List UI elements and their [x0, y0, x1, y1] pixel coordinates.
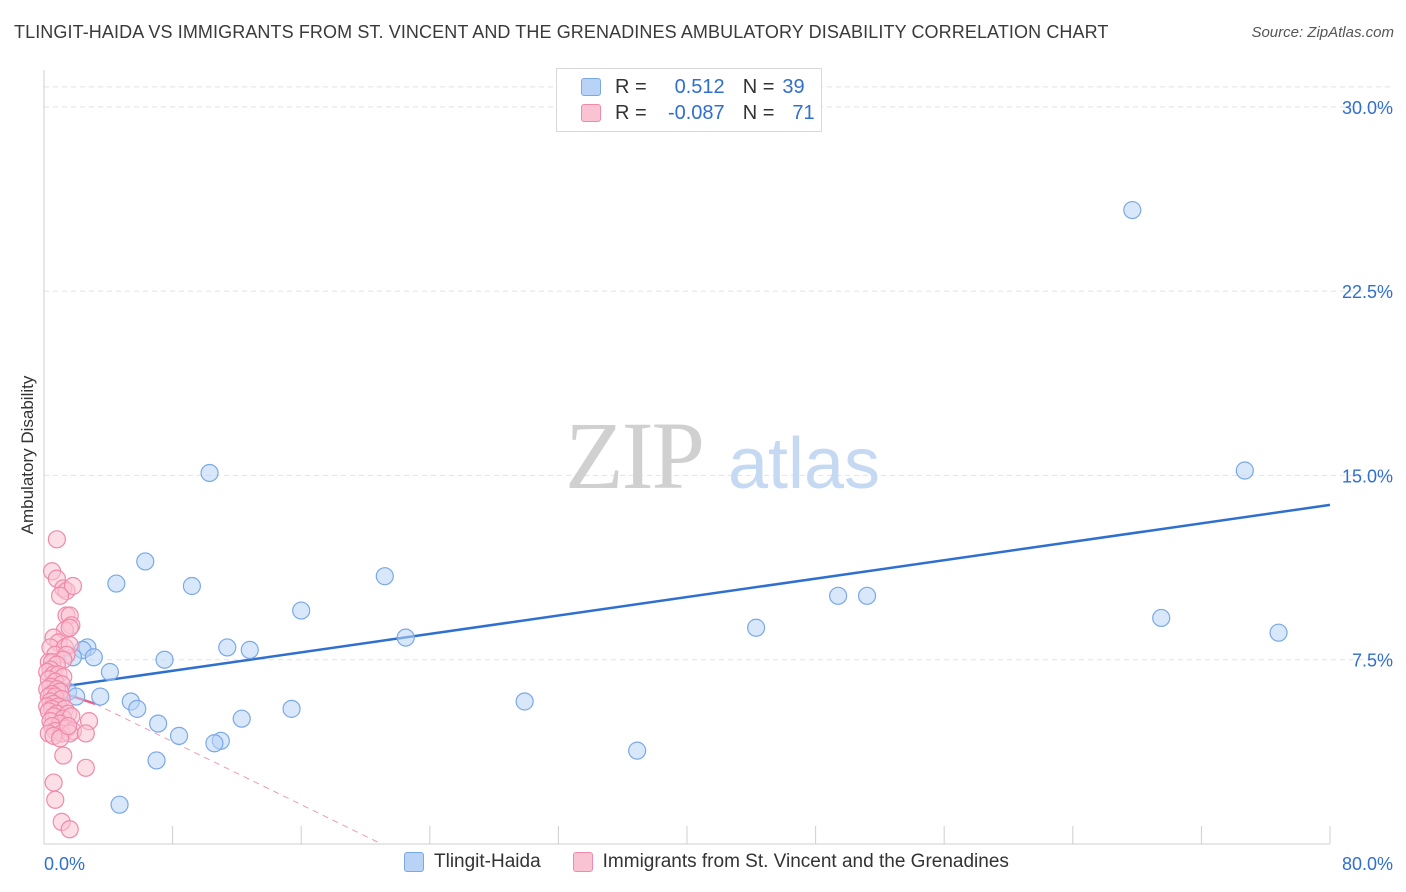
tlingit-point: [396, 628, 415, 647]
series-swatch-blue: [404, 852, 424, 872]
immigrant-point: [50, 586, 70, 605]
legend-r-value: 0.512: [674, 75, 725, 98]
immigrant-point: [44, 773, 63, 792]
legend-row-tlingit: R = 0.512 N = 39: [581, 75, 805, 99]
legend-swatch-pink: [581, 104, 601, 122]
series-name: Immigrants from St. Vincent and the Gren…: [602, 851, 1009, 872]
tick-labels: 7.5% 15.0% 22.5% 30.0% 0.0% 80.0%: [44, 98, 1393, 874]
tlingit-point: [282, 699, 301, 718]
tlingit-point: [100, 662, 120, 682]
tlingit-point: [747, 618, 766, 637]
watermark-zip: ZIP: [565, 402, 703, 509]
tlingit-point: [84, 648, 103, 667]
tlingit-trend-line: [43, 503, 1331, 691]
tlingit-point: [107, 574, 126, 593]
series-name: Tlingit-Haida: [434, 851, 541, 872]
immigrant-point: [60, 618, 79, 637]
tlingit-point: [182, 576, 201, 596]
immigrant-trend-line-dashed: [95, 703, 382, 845]
tlingit-point: [147, 751, 166, 770]
series-legend: Tlingit-Haida Immigrants from St. Vincen…: [404, 851, 1041, 873]
immigrant-point: [63, 576, 83, 596]
data-points: [38, 200, 1288, 839]
chart-title: TLINGIT-HAIDA VS IMMIGRANTS FROM ST. VIN…: [14, 22, 1109, 42]
tlingit-point: [149, 714, 168, 733]
tlingit-point: [200, 463, 219, 483]
immigrant-point: [76, 758, 95, 777]
legend-n-label: N =: [742, 101, 775, 124]
legend-r-value: -0.087: [667, 101, 725, 124]
tlingit-point: [218, 638, 237, 657]
trend-lines: [43, 503, 1331, 845]
tlingit-point: [829, 586, 848, 605]
tlingit-point: [240, 640, 259, 659]
tlingit-point: [205, 734, 224, 753]
y-tick-label: 15.0%: [1342, 466, 1393, 486]
tlingit-point: [375, 567, 394, 586]
legend-n-value: 71: [792, 101, 815, 124]
legend-swatch-blue: [581, 78, 601, 96]
gridlines: [44, 86, 1394, 661]
series-swatch-pink: [572, 852, 593, 872]
legend-r-label: R =: [615, 101, 647, 124]
immigrant-point: [54, 746, 73, 765]
tlingit-point: [1152, 608, 1171, 628]
tlingit-point: [515, 692, 534, 711]
tlingit-point: [857, 586, 877, 605]
tlingit-point: [232, 709, 251, 728]
immigrant-point: [60, 820, 79, 839]
immigrant-point: [46, 790, 65, 809]
tlingit-point: [136, 552, 155, 571]
legend-r-label: R =: [615, 75, 647, 98]
tlingit-point: [128, 699, 147, 718]
tlingit-point: [110, 795, 129, 814]
tlingit-point: [169, 726, 189, 745]
legend-row-immigrants: R = -0.087 N = 71: [581, 101, 815, 125]
y-tick-label: 30.0%: [1342, 98, 1393, 118]
y-tick-label: 22.5%: [1342, 282, 1393, 302]
tlingit-point: [292, 601, 311, 620]
tlingit-point: [1235, 461, 1254, 480]
y-tick-label: 7.5%: [1352, 651, 1393, 671]
tlingit-point: [91, 687, 110, 706]
series-legend-immigrants: Immigrants from St. Vincent and the Gren…: [572, 851, 1009, 873]
legend-n-label: N =: [742, 75, 775, 98]
source-credit: Source: ZipAtlas.com: [1251, 24, 1394, 41]
immigrant-point: [47, 530, 66, 549]
x-tick-label-min: 0.0%: [44, 854, 85, 874]
tlingit-point: [155, 650, 174, 669]
correlation-legend: R = 0.512 N = 39 R = -0.087 N = 71: [556, 68, 822, 132]
immigrant-point: [76, 724, 95, 743]
tlingit-point: [1123, 200, 1142, 220]
x-tick-label-max: 80.0%: [1342, 854, 1393, 874]
immigrant-point: [59, 716, 78, 736]
watermark-atlas: atlas: [728, 424, 880, 504]
series-legend-tlingit: Tlingit-Haida: [404, 851, 541, 873]
legend-n-value: 39: [782, 75, 805, 98]
tlingit-point: [1269, 623, 1288, 642]
tlingit-point: [628, 741, 647, 760]
